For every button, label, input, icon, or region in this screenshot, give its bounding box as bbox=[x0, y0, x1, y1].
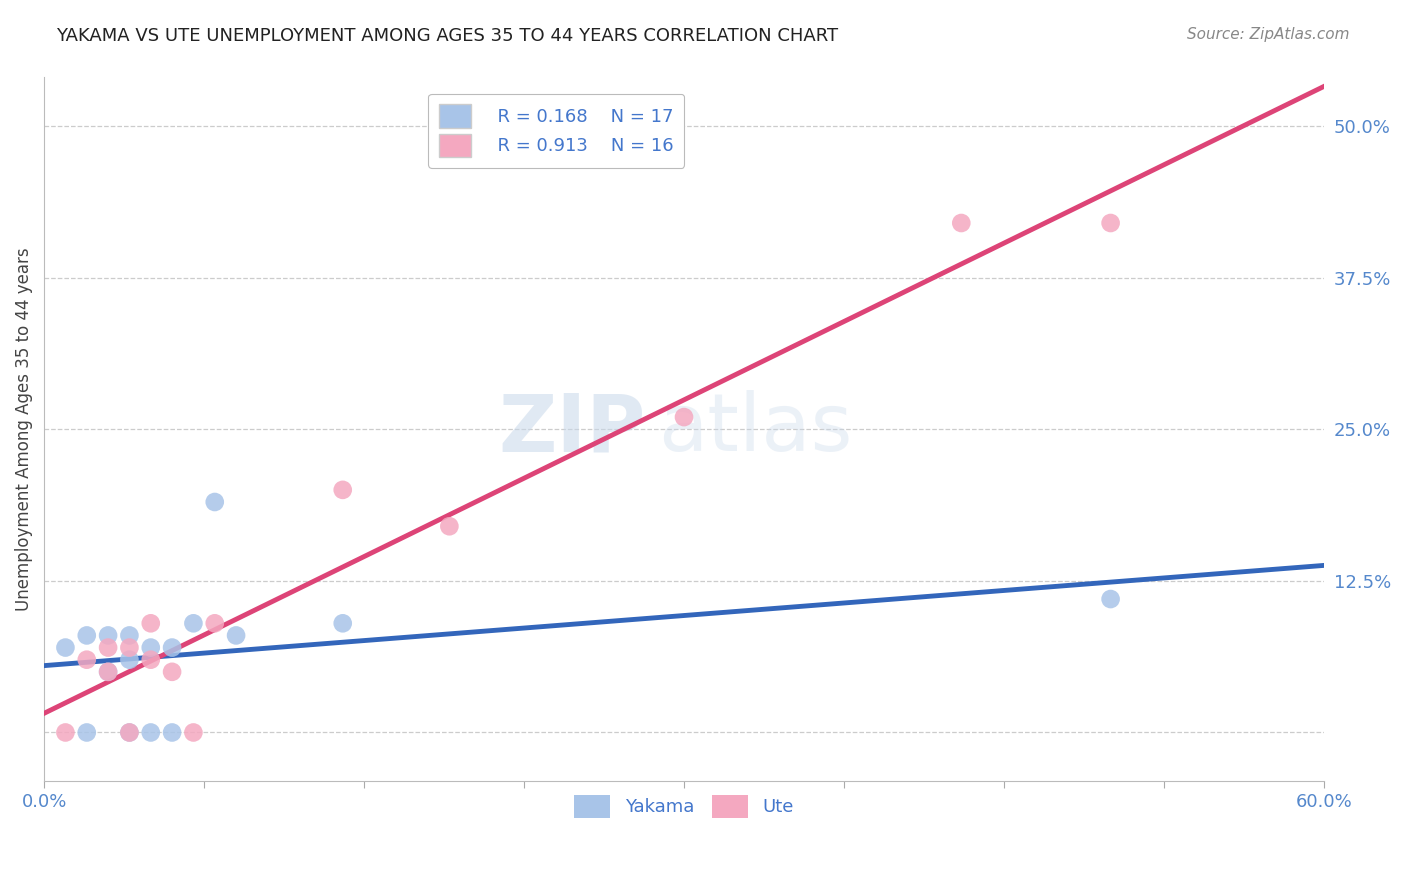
Point bbox=[118, 628, 141, 642]
Text: Source: ZipAtlas.com: Source: ZipAtlas.com bbox=[1187, 27, 1350, 42]
Point bbox=[118, 653, 141, 667]
Point bbox=[76, 653, 98, 667]
Point bbox=[139, 640, 162, 655]
Point bbox=[76, 628, 98, 642]
Point bbox=[97, 665, 120, 679]
Point bbox=[183, 725, 205, 739]
Point bbox=[76, 725, 98, 739]
Point bbox=[160, 640, 183, 655]
Text: ZIP: ZIP bbox=[498, 390, 645, 468]
Point bbox=[118, 725, 141, 739]
Y-axis label: Unemployment Among Ages 35 to 44 years: Unemployment Among Ages 35 to 44 years bbox=[15, 247, 32, 611]
Point bbox=[118, 640, 141, 655]
Point bbox=[1099, 592, 1122, 607]
Point bbox=[204, 495, 226, 509]
Point bbox=[160, 725, 183, 739]
Text: YAKAMA VS UTE UNEMPLOYMENT AMONG AGES 35 TO 44 YEARS CORRELATION CHART: YAKAMA VS UTE UNEMPLOYMENT AMONG AGES 35… bbox=[56, 27, 838, 45]
Point bbox=[672, 410, 695, 425]
Point bbox=[97, 640, 120, 655]
Point bbox=[1099, 216, 1122, 230]
Point bbox=[139, 653, 162, 667]
Point bbox=[332, 616, 354, 631]
Point bbox=[139, 725, 162, 739]
Legend: Yakama, Ute: Yakama, Ute bbox=[567, 789, 801, 825]
Point bbox=[225, 628, 247, 642]
Point bbox=[160, 665, 183, 679]
Text: atlas: atlas bbox=[658, 390, 853, 468]
Point bbox=[118, 725, 141, 739]
Point bbox=[183, 616, 205, 631]
Point bbox=[55, 640, 77, 655]
Point bbox=[950, 216, 973, 230]
Point bbox=[97, 665, 120, 679]
Point bbox=[332, 483, 354, 497]
Point bbox=[97, 628, 120, 642]
Point bbox=[139, 616, 162, 631]
Point bbox=[439, 519, 461, 533]
Point bbox=[204, 616, 226, 631]
Point bbox=[55, 725, 77, 739]
